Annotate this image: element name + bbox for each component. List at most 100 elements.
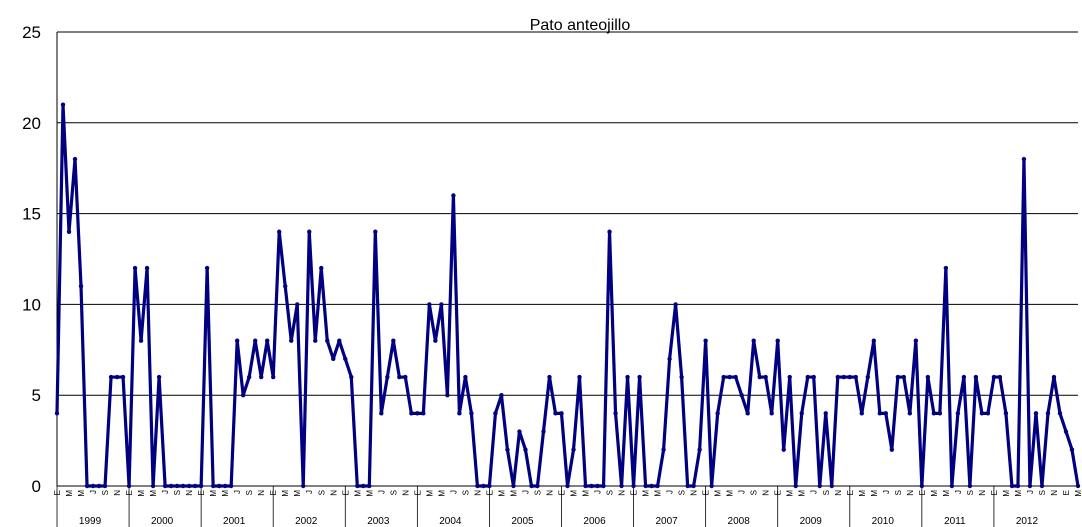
data-point — [331, 356, 336, 362]
data-point — [319, 265, 324, 271]
data-point — [385, 374, 390, 380]
data-point — [535, 483, 540, 489]
month-tick-label: N — [618, 490, 627, 496]
month-tick-label: M — [1002, 490, 1011, 497]
month-tick-label: E — [846, 490, 855, 495]
data-point — [361, 483, 366, 489]
year-label: 1999 — [79, 516, 102, 527]
month-tick-label: E — [702, 490, 711, 495]
data-point — [192, 483, 198, 489]
data-point — [469, 411, 474, 416]
y-tick-label: 5 — [32, 386, 41, 405]
month-tick-label: M — [149, 490, 158, 497]
data-point — [72, 156, 78, 162]
month-tick-label: J — [377, 490, 386, 494]
data-point — [289, 338, 294, 343]
month-tick-label: J — [810, 490, 819, 494]
data-point — [1045, 411, 1051, 416]
data-point — [817, 483, 822, 489]
data-point — [793, 483, 798, 489]
data-point — [1009, 483, 1015, 489]
month-tick-label: M — [642, 490, 651, 497]
data-point — [1033, 411, 1039, 416]
month-tick-label: E — [269, 490, 278, 495]
data-point — [637, 374, 642, 380]
month-tick-label: N — [401, 490, 410, 496]
data-point — [973, 374, 979, 380]
data-point — [865, 374, 870, 380]
month-tick-label: M — [425, 490, 434, 497]
month-tick-label: N — [329, 490, 338, 496]
month-tick-label: N — [1050, 490, 1059, 496]
data-point — [583, 483, 588, 489]
data-point — [379, 411, 384, 416]
data-point — [835, 374, 840, 380]
data-point — [186, 483, 192, 489]
data-point — [463, 374, 468, 380]
data-point — [565, 483, 570, 489]
month-tick-label: J — [233, 490, 242, 494]
chart-title: Pato anteojillo — [530, 17, 631, 34]
data-point — [877, 411, 883, 416]
data-point — [120, 374, 126, 380]
data-point — [541, 429, 546, 434]
data-point — [811, 374, 816, 380]
data-point — [132, 265, 138, 271]
data-point — [655, 483, 660, 489]
month-tick-label: J — [1026, 490, 1035, 494]
y-tick-label: 10 — [22, 295, 41, 314]
data-point — [409, 411, 414, 416]
data-point — [295, 302, 300, 307]
data-point — [144, 265, 150, 271]
data-point — [301, 483, 306, 489]
data-point — [403, 374, 408, 380]
data-point — [1075, 483, 1081, 489]
year-label: 2000 — [151, 516, 174, 527]
data-point — [445, 393, 450, 398]
month-tick-label: S — [894, 490, 903, 495]
data-point — [415, 411, 420, 416]
data-point — [643, 483, 648, 489]
data-point — [277, 229, 282, 234]
month-tick-label: J — [305, 490, 314, 494]
month-tick-label: M — [870, 490, 879, 497]
month-tick-label: M — [365, 490, 374, 497]
data-point — [925, 374, 931, 380]
data-point — [265, 338, 270, 343]
data-point — [259, 374, 264, 380]
data-point — [493, 411, 498, 416]
month-tick-label: M — [137, 490, 146, 497]
month-tick-label: J — [521, 490, 530, 494]
data-point — [595, 483, 600, 489]
y-tick-label: 25 — [22, 23, 41, 42]
month-tick-label: N — [978, 490, 987, 496]
data-point — [433, 338, 438, 343]
month-tick-label: N — [545, 490, 554, 496]
data-point — [1015, 483, 1021, 489]
month-tick-label: N — [257, 490, 266, 496]
data-point — [985, 411, 991, 416]
data-point — [427, 302, 432, 307]
month-tick-label: S — [678, 490, 687, 495]
data-point — [901, 374, 907, 380]
data-point — [355, 483, 360, 489]
data-point — [343, 356, 348, 362]
year-label: 2005 — [511, 516, 534, 527]
data-point — [571, 447, 576, 452]
data-point — [174, 483, 180, 489]
month-tick-label: S — [101, 490, 110, 495]
data-point — [1063, 429, 1069, 434]
month-tick-label: E — [1062, 490, 1071, 495]
data-point — [66, 229, 72, 234]
data-point — [691, 483, 696, 489]
month-tick-label: E — [557, 490, 566, 495]
data-point — [307, 229, 312, 234]
year-label: 2006 — [583, 516, 606, 527]
data-point — [577, 374, 582, 380]
month-tick-label: N — [690, 490, 699, 496]
month-tick-label: M — [509, 490, 518, 497]
month-tick-label: M — [726, 490, 735, 497]
data-point — [889, 447, 895, 452]
data-point — [715, 411, 720, 416]
data-point — [1057, 411, 1063, 416]
